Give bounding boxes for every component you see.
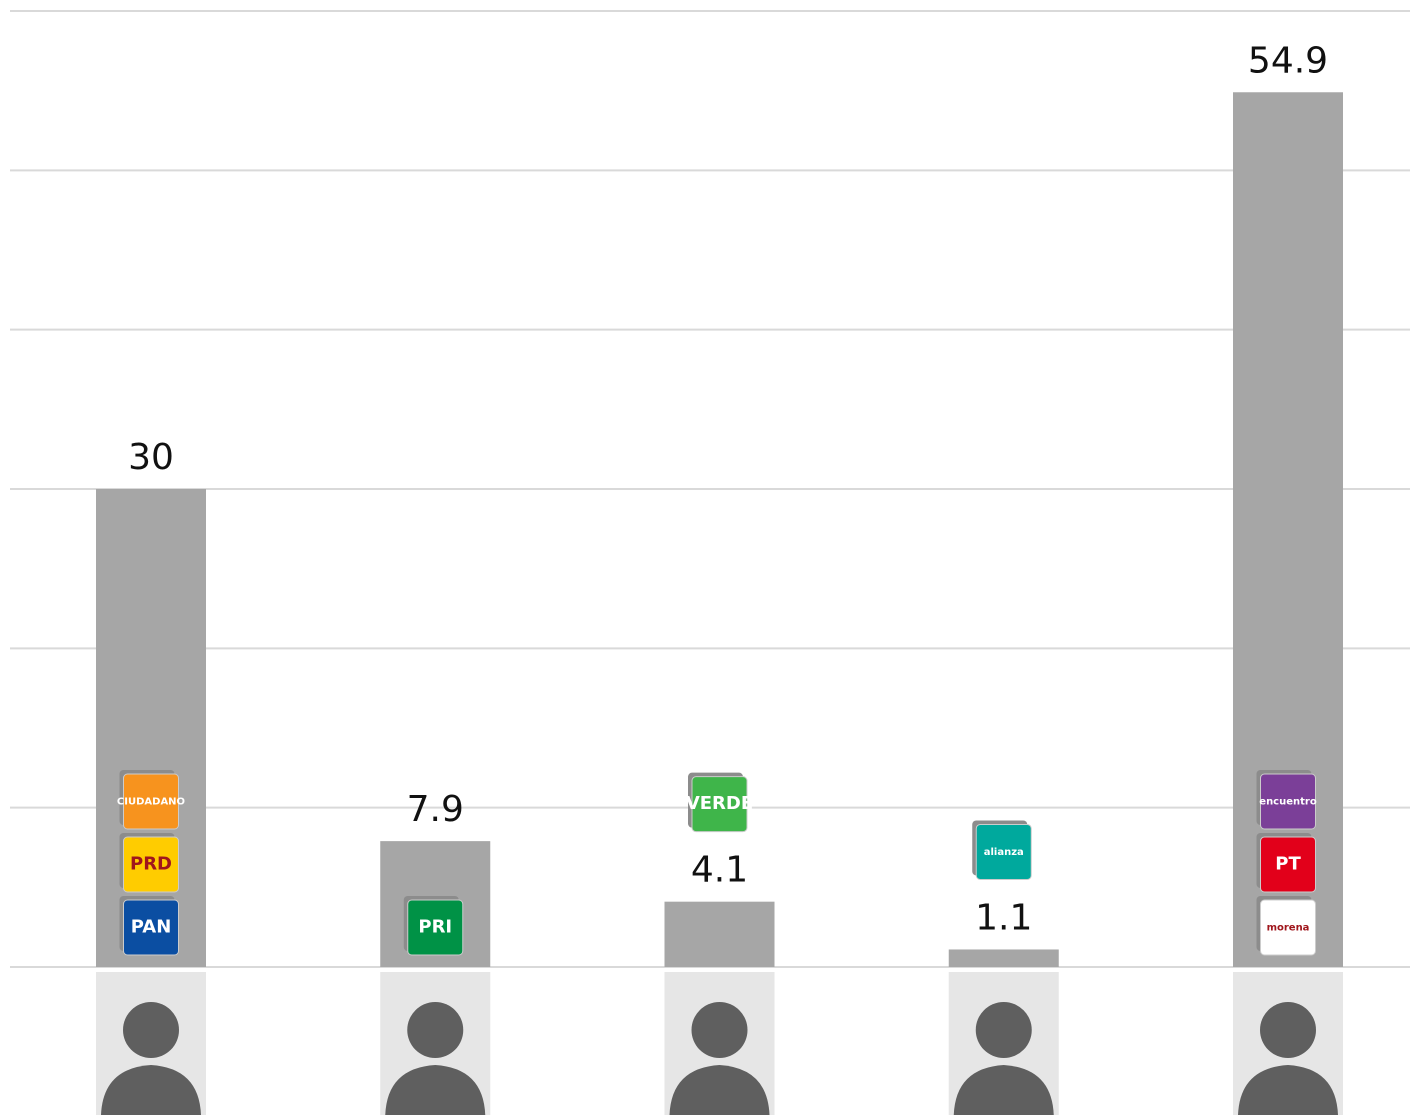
candidate-photo bbox=[96, 972, 206, 1115]
party-logo: encuentro bbox=[1257, 770, 1317, 829]
logo-text: PRI bbox=[418, 917, 452, 938]
photo-head bbox=[976, 1002, 1032, 1058]
logo-text: CIUDADANO bbox=[117, 797, 185, 808]
candidate-photo bbox=[949, 972, 1059, 1115]
photo-head bbox=[1260, 1002, 1316, 1058]
photo-head bbox=[407, 1002, 463, 1058]
party-logo: morena bbox=[1257, 896, 1316, 955]
logo-text: alianza bbox=[984, 847, 1024, 858]
logo-text: VERDE bbox=[686, 793, 753, 814]
logo-text: PAN bbox=[131, 917, 172, 938]
bar bbox=[949, 949, 1059, 967]
photo-head bbox=[123, 1002, 179, 1058]
party-logo: PRD bbox=[120, 833, 179, 892]
value-label: 1.1 bbox=[975, 897, 1032, 938]
logo-text: encuentro bbox=[1259, 797, 1317, 808]
bar bbox=[96, 489, 206, 967]
party-logo: PT bbox=[1257, 833, 1316, 892]
value-label: 4.1 bbox=[691, 850, 748, 891]
logo-text: morena bbox=[1267, 923, 1310, 934]
party-logo: alianza bbox=[972, 820, 1031, 879]
value-label: 30 bbox=[128, 437, 174, 478]
party-logo: PAN bbox=[120, 896, 179, 955]
chart: 30 CIUDADANO PRD PAN 7.9 PRI 4.1 VERDE 1.1 alianz… bbox=[0, 0, 1410, 1119]
logo-text: PT bbox=[1275, 854, 1301, 875]
candidate-photo bbox=[380, 972, 490, 1115]
logo-text: PRD bbox=[130, 854, 172, 875]
value-label: 54.9 bbox=[1248, 40, 1328, 81]
party-logo: VERDE bbox=[686, 773, 753, 832]
photo-head bbox=[692, 1002, 748, 1058]
value-label: 7.9 bbox=[407, 789, 464, 830]
bar bbox=[665, 902, 775, 967]
candidate-photo bbox=[1233, 972, 1343, 1115]
candidate-photo bbox=[665, 972, 775, 1115]
party-logo: PRI bbox=[404, 896, 463, 955]
party-logo: CIUDADANO bbox=[117, 770, 185, 829]
